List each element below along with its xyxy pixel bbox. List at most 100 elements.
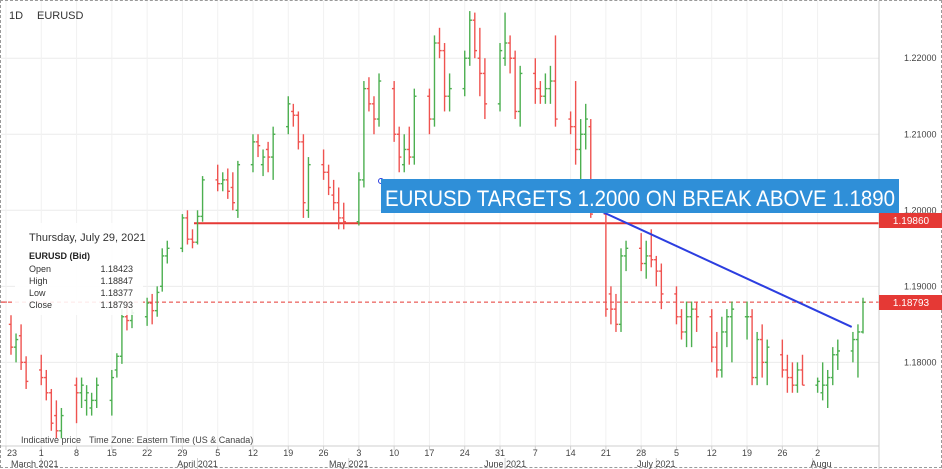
day-tick-label: 7: [533, 448, 538, 458]
ohlc-bar: [644, 240, 649, 279]
ohlc-bar: [517, 65, 523, 127]
ohlc-bar: [155, 286, 160, 317]
ohlc-bar: [144, 297, 150, 326]
price-bars: [8, 11, 866, 439]
ohlc-bar: [437, 27, 442, 59]
info-low-label: Low: [29, 288, 46, 298]
price-tick-label: 1.21000: [904, 129, 937, 139]
ohlc-bar: [180, 214, 185, 253]
ohlc-bar: [291, 103, 296, 127]
ohlc-bar: [623, 240, 629, 272]
support-price-tag: 1.19860: [879, 213, 942, 228]
ohlc-bar: [341, 202, 346, 230]
ohlc-bar: [835, 339, 840, 370]
ohlc-bar: [638, 233, 644, 272]
info-high-label: High: [29, 276, 48, 286]
ohlc-bar: [336, 187, 341, 230]
ohlc-bar: [780, 339, 785, 378]
interval-label: 1D: [9, 10, 23, 22]
support-layer: [1, 222, 942, 303]
ohlc-bar: [654, 255, 659, 287]
day-tick-label: 5: [215, 448, 220, 458]
ohlc-bar: [674, 286, 679, 325]
ohlc-bar: [119, 309, 125, 364]
indicative-price-label: Indicative price: [21, 435, 81, 445]
ohlc-bar: [447, 73, 452, 112]
ohlc-bar: [13, 333, 19, 363]
ohlc-bar: [296, 111, 301, 150]
ohlc-bar: [371, 96, 377, 135]
price-tick-label: 1.19000: [904, 281, 937, 291]
ohlc-bar: [74, 377, 79, 424]
month-label: Augu: [811, 459, 832, 469]
day-tick-label: 23: [7, 448, 17, 458]
ohlc-bar: [815, 377, 820, 393]
ohlc-bar: [830, 347, 835, 386]
ohlc-bar: [59, 407, 64, 439]
day-tick-label: 15: [107, 448, 117, 458]
ohlc-bar: [689, 301, 694, 348]
ohlc-bar: [114, 353, 120, 378]
ohlc-bar: [8, 315, 14, 355]
info-instrument: EURUSD (Bid): [29, 251, 90, 261]
ohlc-bar: [502, 12, 508, 66]
ohlc-bar: [765, 339, 770, 386]
day-tick-label: 5: [674, 448, 679, 458]
ohlc-bar: [573, 81, 578, 165]
ohlc-bar: [477, 27, 483, 97]
ohlc-bar: [719, 316, 725, 378]
ohlc-bar: [427, 88, 432, 135]
trendline: [590, 205, 853, 328]
day-tick-label: 21: [601, 448, 611, 458]
ohlc-bar: [442, 43, 447, 112]
ohlc-bar: [49, 388, 54, 431]
ohlc-bar: [507, 35, 513, 74]
day-tick-label: 29: [177, 448, 187, 458]
ohlc-bar: [855, 324, 861, 378]
support-price-text: 1.19860: [893, 216, 930, 227]
info-high-value: 1.18847: [100, 276, 133, 286]
ohlc-bar: [568, 111, 573, 135]
day-tick-label: 17: [424, 448, 434, 458]
ohlc-bar: [215, 164, 220, 192]
time-axis: 23 1 8 15 22 29 5 12 19 26 3 10 17 24 31 7 14 21 28 5 12 19 26…: [5, 446, 832, 469]
ohlc-bar: [160, 248, 165, 292]
ohlc-bar: [270, 126, 276, 180]
close-price-tag: 1.18793: [879, 295, 942, 310]
ohlc-bar: [250, 134, 256, 173]
ohlc-bar: [230, 172, 236, 211]
ohlc-bar: [724, 309, 730, 348]
info-date: Thursday, July 29, 2021: [29, 232, 146, 244]
ohlc-bar: [265, 141, 271, 173]
ohlc-bar: [533, 58, 538, 104]
ohlc-bar: [260, 149, 266, 177]
ohlc-bar: [785, 354, 790, 393]
ohlc-bar: [790, 362, 795, 393]
ohlc-bar: [84, 385, 89, 416]
ohlc-bar: [497, 43, 503, 112]
ohlc-bar: [860, 297, 866, 334]
ohlc-bar: [553, 35, 558, 127]
ohlc-bar: [754, 331, 760, 386]
ohlc-bar: [407, 126, 412, 165]
ohlc-bar: [850, 331, 856, 363]
ohlc-bar: [800, 354, 805, 386]
month-label: April 2021: [177, 459, 218, 469]
ohlc-bar: [321, 149, 326, 180]
ohlc-bar: [679, 309, 684, 340]
ohlc-bar: [235, 160, 241, 218]
price-tick-label: 1.18000: [904, 357, 937, 367]
ohlc-bar: [94, 377, 99, 408]
ohlc-bar: [54, 400, 59, 439]
ohlc-bar: [286, 96, 291, 135]
day-tick-label: 22: [142, 448, 152, 458]
day-tick-label: 14: [566, 448, 576, 458]
ohlc-bar: [301, 134, 306, 218]
ohlc-bar: [583, 103, 588, 150]
day-tick-label: 3: [356, 448, 361, 458]
ohlc-bar: [709, 309, 714, 363]
ohlc-bar: [255, 134, 261, 158]
